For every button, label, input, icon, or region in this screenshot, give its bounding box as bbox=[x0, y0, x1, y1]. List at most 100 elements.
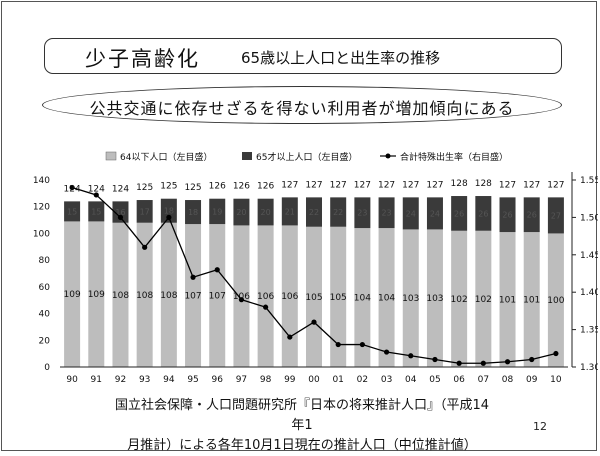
bar-total-label: 126 bbox=[209, 182, 226, 192]
page-title: 少子高齢化 bbox=[85, 47, 200, 71]
bar-total-label: 127 bbox=[378, 180, 395, 190]
bar-value-under-64: 109 bbox=[88, 290, 105, 300]
birth-rate-point bbox=[69, 184, 75, 191]
birth-rate-point bbox=[480, 360, 486, 366]
x-tick-label: 00 bbox=[308, 375, 320, 385]
footnote-line-1: 国立社会保障・人口問題研究所『日本の将来推計人口』（平成14年1 bbox=[114, 398, 490, 433]
bar-value-65-plus: 23 bbox=[381, 209, 391, 218]
bar-value-65-plus: 26 bbox=[502, 211, 512, 220]
x-tick-label: 99 bbox=[284, 375, 296, 385]
bar-under-64 bbox=[209, 224, 226, 367]
bar-under-64 bbox=[523, 232, 540, 367]
bar-under-64 bbox=[354, 228, 371, 367]
birth-rate-point bbox=[529, 356, 535, 363]
right-tick-label: 1.55 bbox=[580, 176, 598, 186]
bar-value-under-64: 104 bbox=[378, 294, 395, 304]
bar-under-64 bbox=[185, 224, 202, 367]
bar-value-under-64: 104 bbox=[354, 294, 371, 304]
bar-value-under-64: 108 bbox=[136, 291, 153, 301]
left-tick-label: 120 bbox=[33, 203, 50, 213]
bars bbox=[64, 196, 564, 367]
bar-value-65-plus: 27 bbox=[551, 211, 561, 220]
bar-value-under-64: 102 bbox=[475, 295, 492, 305]
bar-under-64 bbox=[330, 226, 347, 367]
bar-total-label: 127 bbox=[547, 180, 564, 190]
right-tick-label: 1.30 bbox=[580, 363, 598, 373]
x-tick-label: 94 bbox=[163, 375, 175, 385]
birth-rate-point bbox=[456, 360, 462, 366]
bar-65-plus bbox=[112, 201, 129, 223]
x-tick-label: 96 bbox=[212, 375, 224, 385]
bar-value-under-64: 103 bbox=[402, 294, 419, 304]
bar-value-65-plus: 24 bbox=[430, 209, 440, 218]
title-box: 少子高齢化 65歳以上人口と出生率の推移 bbox=[44, 38, 562, 74]
bar-value-under-64: 109 bbox=[64, 290, 81, 300]
bar-65-plus bbox=[523, 197, 540, 233]
bar-under-64 bbox=[160, 222, 177, 367]
legend: 64以下人口（左目盛） 65才以上人口（左目盛） 合計特殊出生率（右目盛） bbox=[105, 151, 508, 163]
bar-value-65-plus: 19 bbox=[212, 207, 222, 216]
bar-65-plus bbox=[306, 197, 322, 227]
bar-under-64 bbox=[136, 222, 153, 367]
birth-rate-point bbox=[166, 214, 172, 220]
x-tick-label: 02 bbox=[357, 375, 368, 385]
bar-under-64 bbox=[378, 228, 395, 367]
bar-value-65-plus: 18 bbox=[164, 207, 174, 216]
birth-rate-point bbox=[408, 353, 414, 359]
birth-rate-point bbox=[311, 319, 317, 325]
page-subtitle: 65歳以上人口と出生率の推移 bbox=[241, 49, 441, 67]
birth-rate-point bbox=[263, 304, 269, 310]
birth-rate-point bbox=[335, 341, 341, 348]
bar-total-label: 126 bbox=[257, 182, 274, 192]
bar-total-label: 127 bbox=[305, 180, 322, 190]
bar-value-65-plus: 21 bbox=[285, 207, 295, 216]
x-tick-label: 95 bbox=[187, 375, 198, 385]
bar-under-64 bbox=[547, 233, 564, 367]
bar-65-plus bbox=[209, 198, 226, 225]
bar-under-64 bbox=[451, 230, 468, 367]
bar-value-under-64: 108 bbox=[112, 291, 129, 301]
bar-value-under-64: 100 bbox=[547, 296, 564, 306]
footnote-line-2: 月推計）による各年10月1日現在の推計人口（中位推計値） bbox=[127, 438, 477, 453]
bar-value-under-64: 106 bbox=[257, 292, 274, 302]
bar-value-65-plus: 26 bbox=[478, 209, 488, 218]
bar-65-plus bbox=[281, 197, 298, 226]
footnote: 国立社会保障・人口問題研究所『日本の将来推計人口』（平成14年1 月推計）による… bbox=[112, 396, 492, 456]
legend-label-under-64: 64以下人口（左目盛） bbox=[120, 151, 212, 163]
bar-65-plus bbox=[499, 197, 516, 233]
left-tick-label: 40 bbox=[39, 310, 51, 320]
bar-value-under-64: 106 bbox=[281, 292, 298, 302]
legend-label-birth-rate: 合計特殊出生率（右目盛） bbox=[400, 151, 508, 163]
left-tick-label: 20 bbox=[39, 336, 51, 346]
bar-total-label: 124 bbox=[88, 184, 105, 194]
bar-under-64 bbox=[306, 226, 322, 367]
left-axis: 0 20 40 60 80 100 120 140 bbox=[33, 176, 50, 373]
bar-total-label: 127 bbox=[330, 180, 347, 190]
legend-swatch-under-64 bbox=[105, 151, 117, 161]
bar-65-plus bbox=[426, 197, 443, 230]
bar-under-64 bbox=[475, 230, 492, 367]
birth-rate-point bbox=[214, 267, 220, 273]
birth-rate-point bbox=[238, 297, 245, 303]
x-tick-label: 06 bbox=[453, 375, 465, 385]
bar-65-plus bbox=[160, 198, 177, 223]
birth-rate-point bbox=[190, 274, 196, 280]
bar-value-under-64: 107 bbox=[209, 292, 226, 302]
bar-total-label: 127 bbox=[281, 180, 298, 190]
bar-total-label: 125 bbox=[136, 183, 153, 193]
bar-65-plus bbox=[136, 200, 153, 223]
right-axis: 1.30 1.35 1.40 1.45 1.50 1.55 bbox=[571, 172, 598, 373]
right-tick-label: 1.40 bbox=[580, 288, 598, 298]
bar-under-64 bbox=[499, 232, 516, 367]
bar-value-65-plus: 18 bbox=[188, 208, 198, 217]
right-tick-label: 1.35 bbox=[580, 326, 598, 336]
bar-value-under-64: 105 bbox=[305, 293, 322, 303]
birth-rate-point bbox=[93, 192, 99, 198]
banner: 公共交通に依存せざるを得ない利用者が増加傾向にある bbox=[42, 86, 562, 124]
bar-65-plus bbox=[378, 197, 395, 229]
page-number: 12 bbox=[533, 420, 547, 433]
bar-total-label: 126 bbox=[233, 182, 250, 192]
banner-text: 公共交通に依存せざるを得ない利用者が増加傾向にある bbox=[89, 99, 515, 118]
bar-value-65-plus: 17 bbox=[140, 207, 150, 216]
legend-label-65-plus: 65才以上人口（左目盛） bbox=[256, 151, 357, 163]
